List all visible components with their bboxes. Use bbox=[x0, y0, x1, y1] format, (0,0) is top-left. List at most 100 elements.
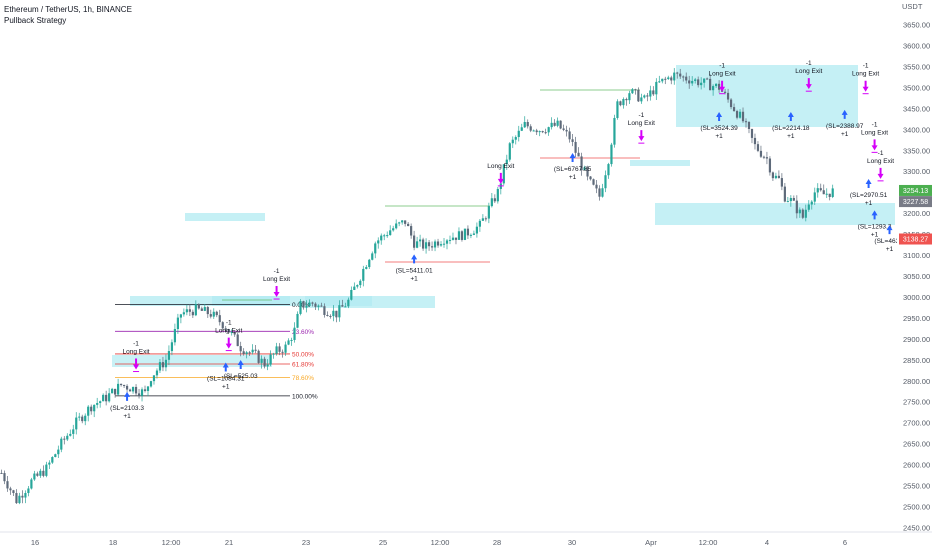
candle-body bbox=[715, 83, 718, 87]
position-size-label: +1 bbox=[865, 200, 873, 207]
candle bbox=[658, 75, 661, 83]
candle-body bbox=[290, 339, 293, 341]
candle-body bbox=[329, 315, 332, 317]
stop-loss-label: (SL=2214.18 bbox=[772, 125, 810, 132]
candle bbox=[466, 225, 470, 239]
candle-body bbox=[125, 385, 129, 390]
candle bbox=[99, 400, 102, 408]
candle-body bbox=[36, 473, 39, 476]
candle-body bbox=[777, 175, 780, 179]
candle-body bbox=[765, 157, 769, 159]
signal-zone bbox=[212, 296, 372, 306]
candle bbox=[798, 207, 801, 218]
candle bbox=[242, 348, 245, 356]
candle-body bbox=[191, 311, 194, 316]
candle-body bbox=[771, 172, 775, 179]
candle-body bbox=[185, 309, 188, 313]
candle bbox=[756, 141, 760, 153]
candle-body bbox=[550, 122, 553, 128]
candle-body bbox=[179, 314, 182, 318]
candle bbox=[765, 151, 769, 165]
candle bbox=[212, 308, 215, 319]
candle bbox=[753, 133, 757, 150]
candle-body bbox=[759, 150, 763, 157]
candle-body bbox=[589, 176, 592, 180]
candle-body bbox=[741, 111, 745, 122]
candle bbox=[469, 233, 473, 239]
position-size-label: +1 bbox=[871, 231, 879, 238]
candle bbox=[302, 300, 305, 310]
candle bbox=[362, 265, 365, 287]
candle bbox=[236, 332, 239, 347]
candle bbox=[87, 405, 90, 422]
candle bbox=[395, 219, 398, 230]
candle-body bbox=[48, 462, 51, 465]
candle-body bbox=[511, 139, 514, 144]
candle-body bbox=[535, 130, 538, 133]
candle-body bbox=[173, 329, 177, 343]
stop-price-badge-text: 3138.27 bbox=[903, 237, 928, 244]
candle-body bbox=[679, 73, 682, 77]
candle bbox=[574, 136, 577, 158]
candle bbox=[96, 397, 99, 409]
time-axis-bg bbox=[0, 532, 932, 550]
signal-zone bbox=[130, 296, 290, 306]
candle bbox=[703, 78, 706, 88]
candle bbox=[568, 127, 571, 143]
signal-zone bbox=[655, 203, 895, 225]
candle bbox=[407, 222, 410, 227]
candle bbox=[347, 297, 350, 309]
buy-arrow-icon bbox=[124, 391, 131, 401]
candle-body bbox=[287, 340, 290, 345]
candle-body bbox=[401, 220, 404, 223]
candle-body bbox=[723, 91, 727, 93]
candle-body bbox=[39, 470, 42, 476]
candle-body bbox=[272, 353, 275, 355]
candle bbox=[42, 465, 45, 478]
candle-body bbox=[520, 127, 523, 131]
candle-body bbox=[472, 233, 476, 235]
candle-body bbox=[813, 192, 816, 202]
candle-body bbox=[254, 349, 257, 351]
candle-body bbox=[206, 307, 209, 315]
candle bbox=[128, 388, 132, 392]
candle-body bbox=[278, 346, 281, 352]
price-tick-label: 2500.00 bbox=[903, 502, 930, 511]
candle-body bbox=[96, 403, 99, 405]
candle-body bbox=[622, 99, 625, 106]
candle-body bbox=[655, 81, 658, 95]
candle bbox=[323, 303, 326, 318]
candle-body bbox=[706, 78, 709, 80]
candle-body bbox=[490, 198, 493, 207]
candle bbox=[27, 486, 30, 497]
candle-body bbox=[164, 359, 168, 368]
position-size-label: +1 bbox=[410, 275, 418, 282]
candle bbox=[715, 83, 718, 88]
candle-body bbox=[580, 156, 583, 171]
stop-loss-label: (SL=6767.85 bbox=[554, 166, 592, 173]
candle-body bbox=[18, 495, 21, 504]
candle-body bbox=[69, 433, 72, 436]
stop-loss-label: (SL=3524.39 bbox=[700, 125, 738, 132]
candle bbox=[290, 337, 293, 346]
candle bbox=[586, 165, 589, 181]
strategy-name[interactable]: Pullback Strategy bbox=[4, 16, 67, 25]
stop-loss-label: (SL=2103.3 bbox=[110, 405, 144, 412]
candle bbox=[454, 237, 458, 245]
candle bbox=[502, 164, 505, 186]
long-exit-label: Long Exit bbox=[709, 71, 736, 78]
candle-body bbox=[448, 239, 452, 241]
candle bbox=[481, 214, 484, 221]
candle bbox=[72, 424, 75, 439]
candle-body bbox=[245, 352, 248, 355]
price-tick-label: 2550.00 bbox=[903, 482, 930, 491]
candle bbox=[197, 303, 200, 310]
candle bbox=[191, 309, 194, 318]
stop-loss-label: (SL=525.03 bbox=[224, 373, 258, 380]
candle-body bbox=[149, 381, 153, 387]
candle bbox=[158, 358, 162, 373]
candle bbox=[281, 349, 284, 358]
candle-body bbox=[792, 197, 795, 201]
candle-body bbox=[592, 179, 595, 185]
